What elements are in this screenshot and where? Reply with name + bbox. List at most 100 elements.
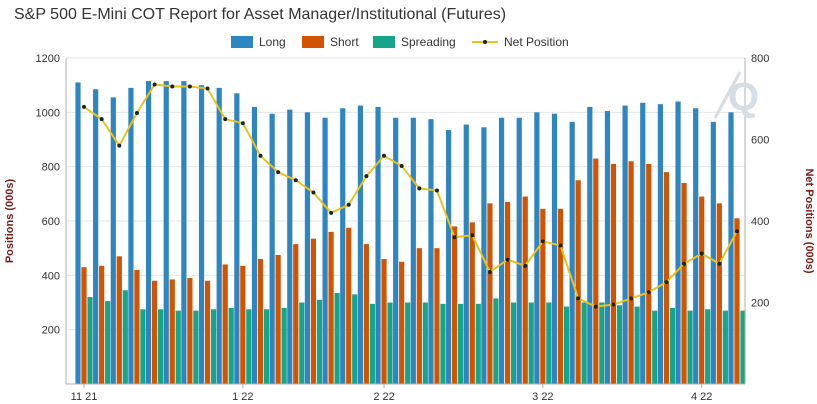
bar-spreading-16 bbox=[369, 303, 375, 384]
bar-short-21 bbox=[452, 226, 458, 384]
bar-spreading-22 bbox=[475, 303, 481, 384]
net-position-point-29 bbox=[593, 304, 598, 309]
net-position-point-7 bbox=[205, 86, 210, 91]
bar-long-13 bbox=[304, 112, 311, 384]
bar-long-3 bbox=[128, 87, 134, 384]
bar-spreading-24 bbox=[510, 302, 517, 384]
bar-short-24 bbox=[504, 201, 511, 384]
bar-spreading-25 bbox=[528, 302, 534, 384]
bar-long-29 bbox=[587, 106, 593, 385]
net-position-point-19 bbox=[417, 186, 422, 191]
net-position-point-30 bbox=[611, 302, 616, 307]
bar-spreading-29 bbox=[599, 302, 605, 384]
bar-long-1 bbox=[93, 89, 99, 385]
bar-spreading-2 bbox=[122, 290, 128, 384]
bar-spreading-32 bbox=[652, 310, 658, 384]
y2-axis-title: Net Positions (000s) bbox=[803, 168, 815, 273]
bar-long-28 bbox=[569, 121, 575, 384]
net-position-point-18 bbox=[399, 163, 404, 168]
bar-spreading-3 bbox=[140, 309, 146, 384]
net-position-point-22 bbox=[470, 233, 475, 238]
bar-short-36 bbox=[716, 203, 722, 384]
bar-spreading-21 bbox=[458, 303, 464, 384]
net-position-point-9 bbox=[240, 121, 245, 126]
chart-title: S&P 500 E-Mini COT Report for Asset Mana… bbox=[14, 6, 507, 23]
bar-long-17 bbox=[375, 106, 381, 385]
bar-long-12 bbox=[287, 109, 293, 385]
bar-long-22 bbox=[463, 124, 469, 384]
bar-short-27 bbox=[557, 208, 564, 384]
net-position-point-11 bbox=[276, 170, 281, 175]
y-tick-label-400: 400 bbox=[42, 270, 60, 282]
bar-short-23 bbox=[487, 203, 493, 384]
bar-long-11 bbox=[269, 113, 275, 384]
bar-short-8 bbox=[222, 264, 228, 384]
bar-spreading-11 bbox=[281, 307, 287, 384]
bar-spreading-1 bbox=[105, 301, 111, 384]
legend-swatch-short bbox=[302, 36, 324, 48]
x-tick-label-17: 2 22 bbox=[373, 391, 394, 403]
bar-long-31 bbox=[622, 105, 628, 384]
bar-short-26 bbox=[540, 208, 546, 384]
bar-spreading-4 bbox=[157, 309, 164, 384]
bar-spreading-26 bbox=[546, 302, 552, 384]
bar-long-21 bbox=[446, 129, 452, 384]
legend-label-long: Long bbox=[259, 35, 286, 49]
bar-long-34 bbox=[675, 101, 681, 384]
net-position-point-21 bbox=[452, 235, 457, 240]
bar-spreading-6 bbox=[193, 310, 199, 384]
net-position-point-36 bbox=[717, 261, 722, 266]
bar-long-35 bbox=[693, 108, 699, 384]
net-position-point-25 bbox=[523, 263, 528, 268]
x-tick-label-9: 1 22 bbox=[232, 391, 253, 403]
bar-spreading-12 bbox=[299, 302, 305, 384]
axes: 200 400 600 800 1000 1200 200 400 600 800 11 21 1 2… bbox=[4, 53, 815, 403]
bar-spreading-31 bbox=[634, 306, 640, 384]
bar-spreading-33 bbox=[669, 307, 676, 384]
bar-spreading-17 bbox=[387, 302, 393, 384]
bar-long-27 bbox=[551, 113, 558, 384]
bar-short-9 bbox=[240, 265, 246, 384]
bar-long-4 bbox=[145, 81, 152, 384]
bar-long-0 bbox=[75, 82, 81, 384]
bar-long-6 bbox=[181, 81, 187, 384]
y-axis-title: Positions (000s) bbox=[4, 178, 16, 263]
net-position-point-13 bbox=[311, 190, 316, 195]
bar-spreading-13 bbox=[316, 299, 323, 384]
net-position-point-14 bbox=[329, 210, 334, 215]
net-position-point-1 bbox=[99, 117, 104, 122]
net-position-point-4 bbox=[152, 82, 157, 87]
net-position-point-15 bbox=[346, 202, 351, 207]
bar-long-37 bbox=[728, 112, 734, 384]
bar-short-37 bbox=[734, 218, 740, 384]
bar-spreading-14 bbox=[334, 292, 340, 384]
y2-tick-label-600: 600 bbox=[751, 135, 769, 147]
bar-spreading-5 bbox=[175, 310, 181, 384]
net-position-point-5 bbox=[170, 84, 175, 89]
bar-long-33 bbox=[657, 104, 664, 385]
legend-label-net-position: Net Position bbox=[504, 35, 569, 49]
net-position-point-12 bbox=[293, 178, 298, 183]
bar-long-9 bbox=[234, 93, 240, 384]
y-tick-label-1000: 1000 bbox=[36, 107, 60, 119]
bar-short-17 bbox=[381, 259, 387, 384]
net-position-polyline bbox=[83, 83, 738, 308]
bar-short-19 bbox=[416, 248, 422, 384]
bar-short-1 bbox=[99, 265, 105, 384]
net-position-point-0 bbox=[82, 104, 86, 109]
bar-short-20 bbox=[434, 248, 440, 384]
bar-spreading-10 bbox=[263, 309, 270, 384]
x-tick-label-0: 11 21 bbox=[71, 391, 98, 403]
bar-short-10 bbox=[257, 259, 264, 384]
bar-long-20 bbox=[428, 119, 434, 385]
bar-short-13 bbox=[310, 238, 317, 384]
bar-short-35 bbox=[699, 196, 705, 384]
net-position-point-33 bbox=[664, 280, 669, 285]
net-position-line bbox=[82, 82, 739, 309]
bar-short-28 bbox=[575, 180, 581, 384]
bar-spreading-36 bbox=[722, 310, 728, 384]
legend-marker-net-position bbox=[483, 40, 487, 44]
bar-short-15 bbox=[346, 227, 352, 384]
y-tick-label-600: 600 bbox=[42, 216, 60, 228]
